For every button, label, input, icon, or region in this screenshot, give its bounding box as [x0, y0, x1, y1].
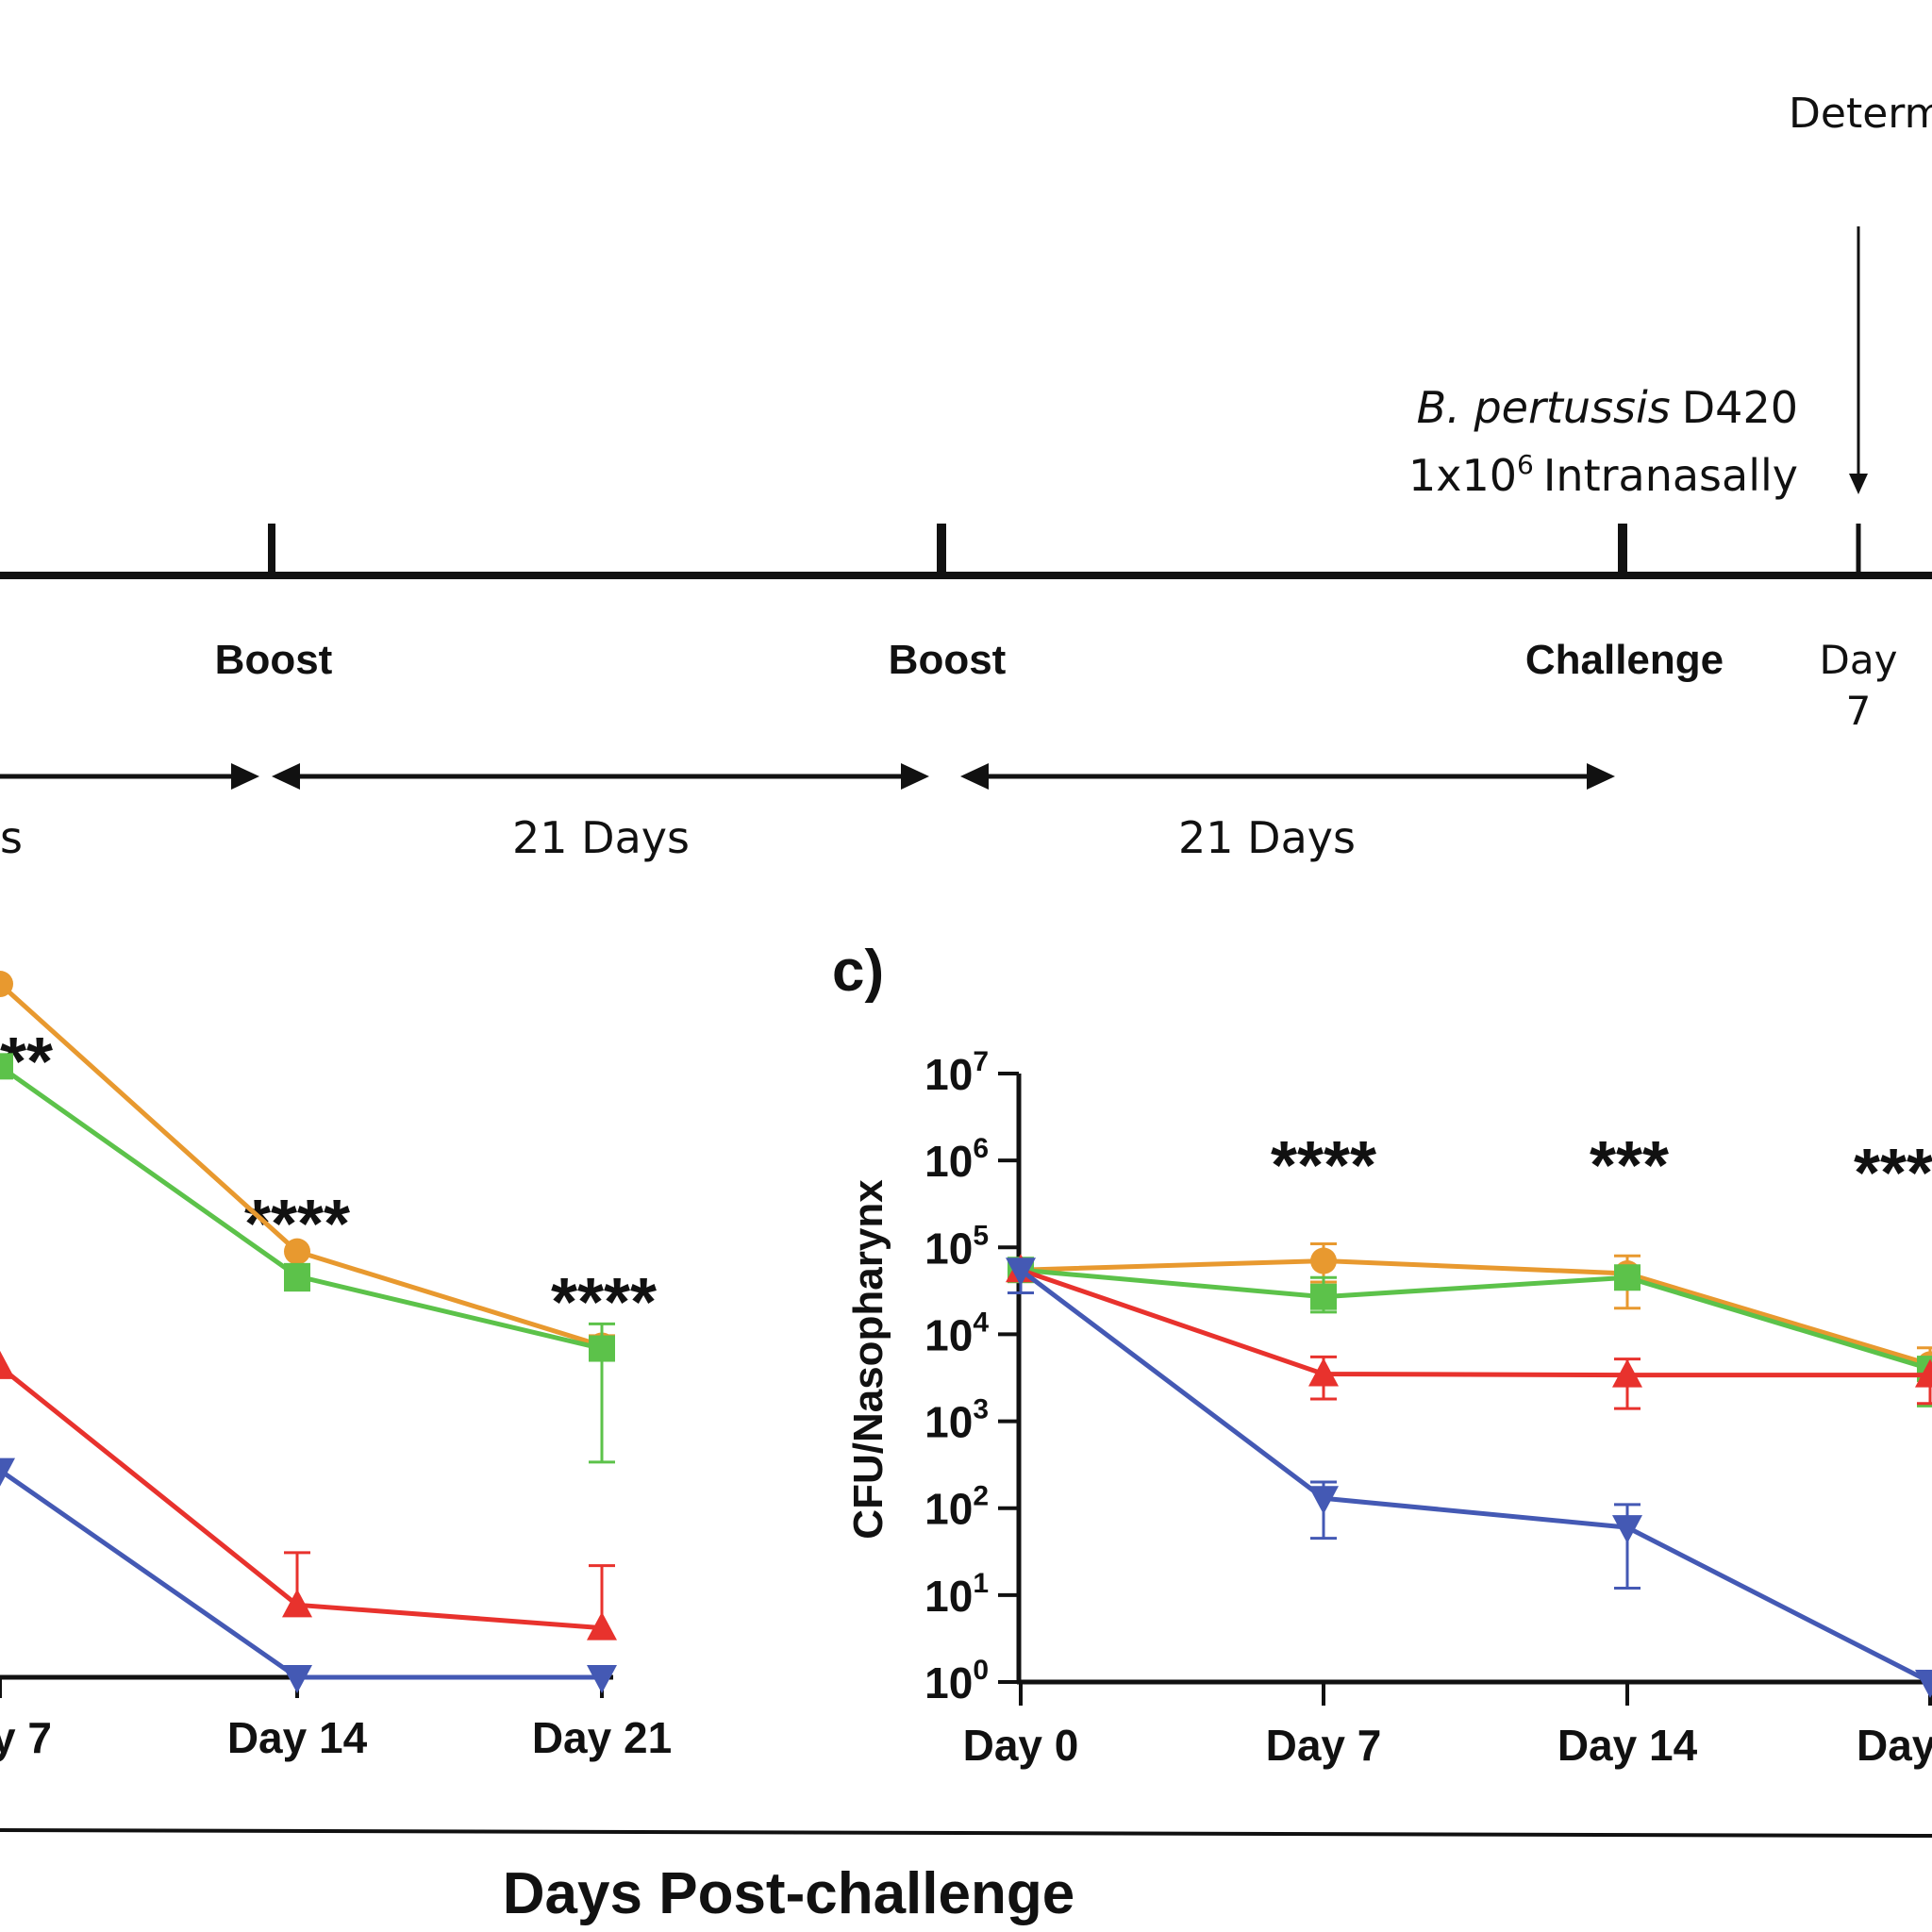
panel-b-point-blue — [282, 1665, 312, 1693]
panel-c-y-ticks: 100 101 102 103 104 105 106 107 — [924, 1046, 1019, 1707]
panel-b-x-tick-label: y 7 — [0, 1713, 52, 1762]
panel-b-series-line-red — [0, 1364, 603, 1631]
event-label-day: Day — [1820, 637, 1898, 683]
panel-b-point-green — [284, 1262, 310, 1290]
panel-b-significance: **** — [551, 1265, 657, 1341]
panel-b-series-line-blue — [0, 1468, 602, 1680]
panel-c-y-tick-label: 105 — [924, 1220, 989, 1273]
interval-arrow-2 — [272, 763, 929, 790]
timeline-day7-arrowhead — [1849, 474, 1868, 494]
panel-b-point-red — [0, 1350, 15, 1379]
interval-arrow-1 — [0, 763, 259, 790]
panel-c-y-tick-label: 103 — [924, 1394, 989, 1447]
panel-c-series-line-red — [1020, 1267, 1930, 1378]
panel-b-x-tick-label: Day 21 — [532, 1713, 672, 1762]
panel-c-point-green — [1310, 1283, 1337, 1310]
panel-c-point-red — [1915, 1358, 1932, 1388]
panel-b-point-orange — [284, 1238, 310, 1265]
panel-c-point-red — [1612, 1358, 1642, 1388]
panel-c-y-tick-label: 106 — [924, 1133, 989, 1186]
panel-b: y 7 Day 14 Day 21 ** **** **** — [0, 971, 672, 1762]
panel-c-y-tick-label: 101 — [924, 1568, 989, 1621]
timeline-determ-label: Determ — [1789, 90, 1932, 138]
panel-c-point-orange — [1310, 1247, 1337, 1274]
panel-c-x-tick-label: Day 14 — [1557, 1721, 1698, 1770]
event-label-boost-1: Boost — [215, 637, 333, 683]
panel-c-point-red — [1308, 1357, 1339, 1387]
panel-b-point-blue — [0, 1457, 15, 1487]
panel-b-point-green — [589, 1335, 615, 1362]
panel-b-point-red — [282, 1589, 312, 1618]
panel-b-x-tick-label: Day 14 — [227, 1713, 368, 1762]
panel-c-series-line-orange — [1020, 1258, 1931, 1367]
panel-c-label: c) — [832, 939, 884, 1004]
panel-c-series-line-green — [1020, 1267, 1931, 1372]
challenge-note-line2: 1x106 Intranasally — [1408, 449, 1798, 501]
panel-c-y-tick-label: 102 — [924, 1481, 989, 1534]
panel-c-significance: *** — [1854, 1136, 1932, 1211]
panel-c-point-blue — [1006, 1257, 1036, 1287]
panel-c-x-tick-label: Day 0 — [963, 1721, 1079, 1770]
panel-c: c) CFU/Nasopharynx 100 101 102 103 104 105 106… — [832, 939, 1932, 1770]
panel-b-plot — [0, 971, 617, 1693]
interval-label-2: 21 Days — [512, 812, 690, 863]
panel-b-point-green — [0, 1053, 13, 1080]
panel-c-y-tick-label: 104 — [924, 1307, 989, 1359]
panel-c-series-line-blue — [1019, 1268, 1932, 1685]
panel-c-point-blue — [1915, 1670, 1932, 1698]
panel-b-point-orange — [0, 971, 13, 998]
shared-x-label: Days Post-challenge — [503, 1861, 1074, 1926]
panel-c-x-tick-label: Day — [1857, 1721, 1932, 1770]
panel-c-significance: *** — [1590, 1128, 1669, 1204]
panel-c-point-green — [1614, 1264, 1641, 1291]
panel-c-point-blue — [1308, 1486, 1339, 1515]
event-label-boost-2: Boost — [889, 637, 1007, 683]
timeline: Determ B. pertussis D420 1x106 Intranasall… — [0, 90, 1932, 863]
panel-c-point-blue — [1612, 1515, 1642, 1544]
interval-label-1: s — [0, 812, 23, 863]
interval-arrow-3 — [960, 763, 1615, 790]
bottom-bracket-line — [0, 1828, 1932, 1838]
panel-c-ylabel: CFU/Nasopharynx — [845, 1179, 891, 1540]
event-label-day-value: 7 — [1846, 688, 1872, 734]
event-label-challenge: Challenge — [1525, 637, 1724, 683]
panel-c-plot — [1006, 1241, 1932, 1698]
interval-label-3: 21 Days — [1178, 812, 1356, 863]
panel-c-y-tick-label: 100 — [924, 1655, 989, 1707]
panel-b-point-red — [587, 1611, 617, 1641]
panel-c-y-tick-label: 107 — [924, 1046, 989, 1099]
challenge-note-line1: B. pertussis D420 — [1417, 382, 1798, 433]
panel-b-point-blue — [587, 1665, 617, 1693]
panel-c-significance: **** — [1271, 1128, 1376, 1204]
panel-c-x-tick-label: Day 7 — [1266, 1721, 1382, 1770]
